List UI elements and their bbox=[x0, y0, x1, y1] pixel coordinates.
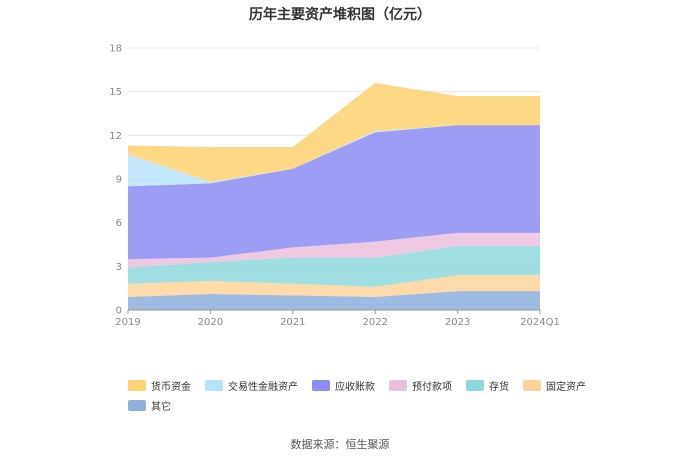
area-series-4 bbox=[128, 125, 540, 260]
x-tick-label: 2020 bbox=[198, 317, 223, 328]
legend-item[interactable]: 固定资产 bbox=[523, 378, 586, 393]
chart-title: 历年主要资产堆积图（亿元） bbox=[249, 7, 431, 23]
legend-swatch bbox=[128, 400, 146, 411]
x-tick-label: 2024Q1 bbox=[520, 317, 560, 328]
legend-label: 存货 bbox=[489, 382, 509, 393]
area-series-3 bbox=[128, 232, 540, 268]
area-series-6 bbox=[128, 82, 540, 182]
y-tick-label: 3 bbox=[116, 262, 122, 273]
x-tick-label: 2022 bbox=[362, 317, 387, 328]
y-tick-label: 0 bbox=[116, 306, 122, 317]
legend-swatch bbox=[128, 380, 146, 391]
area-series-1 bbox=[128, 275, 540, 297]
legend-label: 预付款项 bbox=[412, 382, 452, 393]
legend-item[interactable]: 交易性金融资产 bbox=[205, 378, 298, 393]
legend-swatch bbox=[466, 380, 484, 391]
y-tick-label: 9 bbox=[116, 175, 122, 186]
legend: 货币资金 交易性金融资产 应收账款 预付款项 存货 固定资产其它 bbox=[128, 378, 588, 413]
legend-swatch bbox=[205, 380, 223, 391]
area-series-0 bbox=[128, 291, 540, 310]
legend-swatch bbox=[523, 380, 541, 391]
x-tick-label: 2019 bbox=[115, 317, 140, 328]
legend-item[interactable]: 应收账款 bbox=[312, 378, 375, 393]
y-tick-label: 18 bbox=[109, 44, 122, 55]
legend-item[interactable]: 货币资金 bbox=[128, 378, 191, 393]
legend-label: 其它 bbox=[151, 402, 171, 413]
legend-item[interactable]: 预付款项 bbox=[389, 378, 452, 393]
x-tick-label: 2021 bbox=[280, 317, 305, 328]
legend-swatch bbox=[312, 380, 330, 391]
legend-swatch bbox=[389, 380, 407, 391]
legend-item[interactable]: 其它 bbox=[128, 398, 171, 413]
legend-label: 固定资产 bbox=[546, 382, 586, 393]
area-series-2 bbox=[128, 246, 540, 287]
y-tick-label: 12 bbox=[109, 131, 122, 142]
data-source-note: 数据来源：恒生聚源 bbox=[290, 438, 390, 451]
legend-item[interactable]: 存货 bbox=[466, 378, 509, 393]
legend-label: 应收账款 bbox=[335, 382, 375, 393]
y-tick-label: 15 bbox=[109, 87, 122, 98]
x-tick-label: 2023 bbox=[445, 317, 470, 328]
y-tick-label: 6 bbox=[116, 218, 122, 229]
legend-label: 货币资金 bbox=[151, 382, 191, 393]
area-series-5 bbox=[128, 125, 540, 187]
legend-label: 交易性金融资产 bbox=[228, 382, 298, 393]
